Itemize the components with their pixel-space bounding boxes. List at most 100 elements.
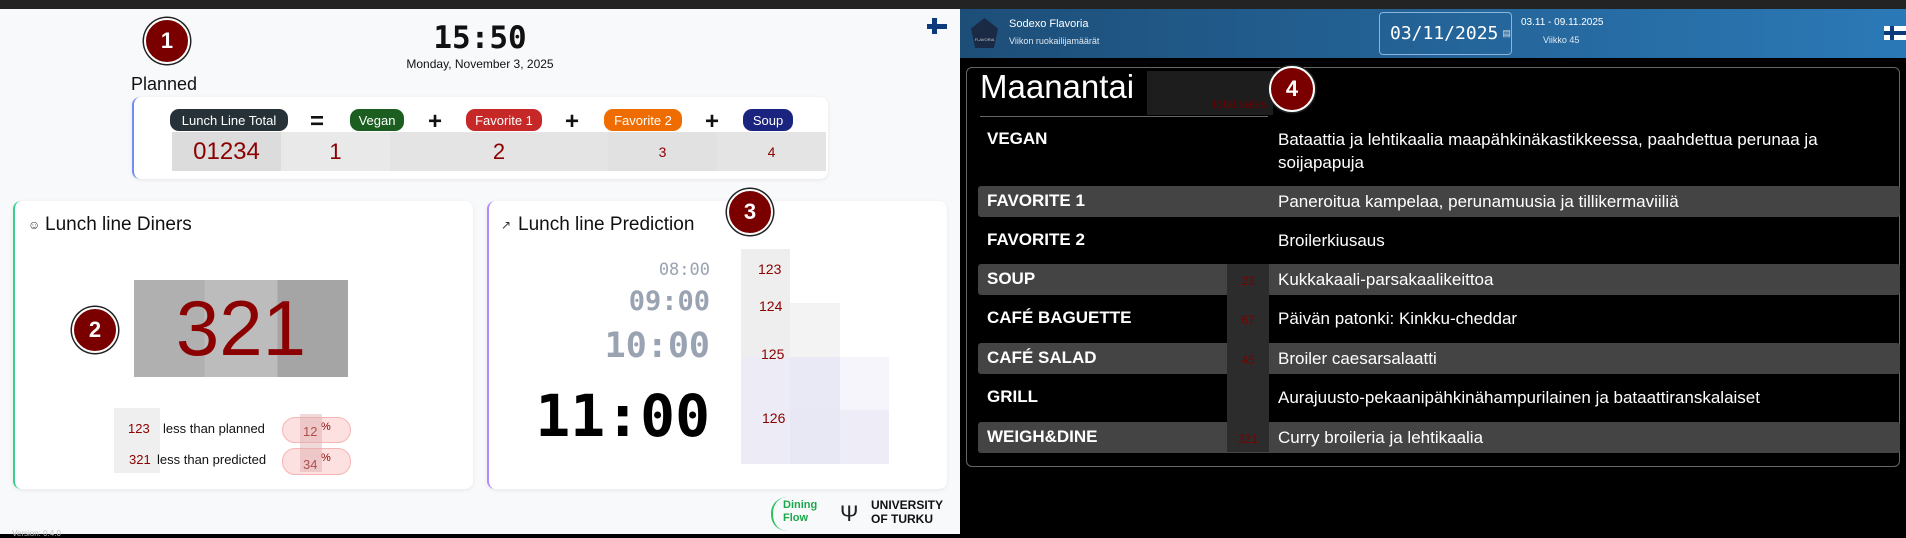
- pill-favorite-2: Favorite 2: [604, 109, 682, 131]
- dining-flow-logo: Dining Flow: [771, 497, 819, 531]
- menu-row-name: GRILL: [987, 387, 1038, 406]
- menu-row-name: VEGAN: [987, 129, 1048, 148]
- university-logo-text: UNIVERSITY OF TURKU: [871, 498, 943, 526]
- window-top-bar: [0, 0, 1906, 9]
- menu-row-bg: [978, 186, 1900, 217]
- percent-unit: %: [321, 452, 331, 464]
- percent-predicted: 34: [303, 457, 318, 472]
- prediction-value: 126: [762, 410, 786, 426]
- divider: [980, 116, 1268, 117]
- percent-planned: 12: [303, 424, 318, 439]
- prediction-times: 08:00 09:00 10:00 11:00: [500, 0, 710, 534]
- plus-sign: +: [428, 108, 443, 135]
- menu-row-bg: [978, 422, 1900, 453]
- menu-row-dish: Paneroitua kampelaa, perunamuusia ja til…: [1278, 192, 1679, 211]
- pill-vegan: Vegan: [350, 109, 404, 131]
- value-soup: 4: [717, 132, 826, 171]
- menu-row-bg: [978, 264, 1900, 295]
- day-title: Maanantai: [980, 68, 1135, 105]
- value-vegan: 1: [281, 132, 390, 171]
- menu-row-name: CAFÉ BAGUETTE: [987, 308, 1132, 327]
- pill-lunch-line-total: Lunch Line Total: [170, 109, 288, 131]
- prediction-value: 125: [761, 346, 785, 362]
- dashboard-panel: 1 15:50 Monday, November 3, 2025 Planned…: [0, 0, 960, 538]
- marker-1: 1: [144, 18, 190, 64]
- menu-row-dish: Broilerkiusaus: [1278, 231, 1385, 250]
- menu-row-dish: Päivän patonki: Kinkku-cheddar: [1278, 309, 1518, 328]
- marker-4-label: 4: [1285, 76, 1299, 101]
- menu-row-count: 67: [1241, 313, 1255, 327]
- marker-3: 3: [727, 189, 773, 235]
- marker-4: 4: [1269, 66, 1315, 112]
- dining-flow-text: Dining Flow: [783, 499, 818, 524]
- menu-row-name: CAFÉ SALAD: [987, 348, 1097, 367]
- heatmap-cell: [741, 249, 790, 357]
- percent-unit: %: [321, 421, 331, 433]
- percent-overlay: [300, 414, 322, 472]
- marker-2: 2: [72, 307, 118, 353]
- prediction-value: 124: [759, 298, 783, 314]
- diners-count-box: 321: [134, 280, 348, 377]
- plus-sign: +: [565, 108, 580, 135]
- university-crest-icon: Ψ: [840, 501, 859, 526]
- diff-predicted-value: 321: [129, 452, 151, 467]
- menu-row-name: WEIGH&DINE: [987, 427, 1098, 446]
- heatmap-cell: [790, 410, 840, 464]
- logo-text: FLAVORIA: [974, 37, 995, 42]
- menu-row-name: SOUP: [987, 269, 1036, 288]
- finnish-flag-icon[interactable]: [927, 18, 947, 34]
- value-favorite-2: 3: [608, 132, 717, 171]
- prediction-value: 123: [758, 261, 782, 277]
- value-favorite-1: 2: [390, 132, 608, 171]
- total-sales-box: total sales: [1147, 71, 1273, 115]
- time-slot: 08:00: [658, 260, 710, 280]
- menu-row-dish: Curry broileria ja lehtikaalia: [1278, 428, 1484, 447]
- week-range: 03.11 - 09.11.2025: [1521, 17, 1604, 28]
- menu-row-dish: Kukkakaali-parsakaalikeittoa: [1278, 270, 1494, 289]
- brand-subtitle: Viikon ruokailijamäärät: [1009, 36, 1100, 46]
- total-sales-label: total sales: [1212, 97, 1267, 111]
- diff-value-bg: [114, 408, 160, 473]
- time-slot: 09:00: [628, 286, 710, 317]
- diners-title: Lunch line Diners: [45, 214, 192, 235]
- menu-row-count: 23: [1241, 274, 1255, 288]
- count-column: [1227, 264, 1269, 452]
- menu-row-count: 45: [1241, 353, 1255, 367]
- calendar-icon[interactable]: ▤: [1502, 28, 1511, 38]
- menu-row-name: FAVORITE 2: [987, 230, 1085, 249]
- brand-name: Sodexo Flavoria: [1009, 18, 1089, 30]
- clock-date: Monday, November 3, 2025: [406, 57, 554, 71]
- time-slot-current: 11:00: [535, 382, 710, 450]
- percent-pill-predicted: 34 %: [282, 448, 351, 475]
- finnish-flag-icon[interactable]: [1884, 26, 1906, 40]
- value-total: 01234: [172, 132, 281, 171]
- diff-predicted-label: less than predicted: [157, 452, 267, 467]
- menu-header: FLAVORIA Sodexo Flavoria Viikon ruokaili…: [960, 9, 1906, 58]
- menu-row-count: 321: [1237, 432, 1259, 446]
- menu-row-bg: [978, 343, 1900, 374]
- equals-sign: =: [310, 108, 325, 135]
- plus-sign: +: [705, 108, 720, 135]
- heatmap-cell: [741, 357, 790, 464]
- date-input[interactable]: 03/11/2025 ▤: [1379, 12, 1512, 55]
- menu-row-dish: Aurajuusto-pekaanipähkinähampurilainen j…: [1278, 388, 1760, 407]
- heatmap-cell: [790, 357, 840, 410]
- diff-planned-label: less than planned: [163, 421, 265, 436]
- flavoria-logo: FLAVORIA: [971, 18, 998, 48]
- diff-planned-value: 123: [128, 421, 150, 436]
- heatmap-cell: [840, 357, 889, 410]
- time-slot: 10:00: [604, 326, 710, 366]
- percent-pill-planned: 12 %: [282, 417, 351, 443]
- clock-time: 15:50: [433, 20, 527, 56]
- trend-icon: ↗: [501, 218, 512, 232]
- diners-count: 321: [175, 284, 307, 372]
- menu-row-dish: Broiler caesarsalaatti: [1278, 349, 1437, 368]
- heatmap-cell: [840, 410, 889, 464]
- users-icon: ☺: [28, 218, 41, 232]
- planned-title: Planned: [131, 74, 198, 94]
- pill-favorite-1: Favorite 1: [466, 109, 542, 131]
- date-value: 03/11/2025: [1390, 23, 1499, 44]
- week-number: Viikko 45: [1543, 35, 1580, 45]
- heatmap-cell: [790, 303, 840, 357]
- prediction-title: Lunch line Prediction: [518, 214, 695, 235]
